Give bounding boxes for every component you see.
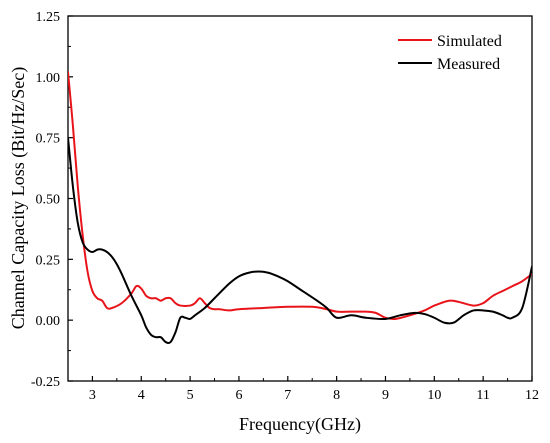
y-tick-label: -0.25 — [31, 375, 60, 390]
y-tick-label: 0.50 — [36, 193, 61, 208]
y-axis-title: Channel Capacity Loss (Bit/Hz/Sec) — [8, 67, 29, 329]
x-tick-label: 11 — [476, 388, 489, 403]
y-tick-label: 1.25 — [36, 10, 61, 25]
x-tick-label: 7 — [284, 388, 291, 403]
series-line-simulated — [68, 70, 532, 321]
x-tick-label: 12 — [525, 388, 539, 403]
series-lines — [68, 70, 532, 344]
legend: Simulated Measured — [398, 33, 502, 73]
x-axis: 3 4 5 6 7 8 9 10 11 12 — [67, 376, 539, 403]
series-line-measured — [68, 136, 532, 344]
y-tick-label: 0.25 — [36, 253, 61, 268]
x-axis-title: Frequency(GHz) — [239, 414, 361, 435]
x-tick-label: 8 — [333, 388, 340, 403]
x-tick-label: 5 — [187, 388, 194, 403]
y-tick-label: 0.00 — [36, 314, 61, 329]
x-tick-label: 3 — [89, 388, 96, 403]
y-axis: -0.25 0.00 0.25 0.50 0.75 1.00 1.25 — [31, 10, 73, 390]
x-tick-label: 10 — [427, 388, 441, 403]
x-tick-label: 4 — [138, 388, 145, 403]
y-tick-label: 1.00 — [36, 71, 61, 86]
x-tick-label: 6 — [235, 388, 242, 403]
legend-label-simulated: Simulated — [437, 33, 502, 50]
y-tick-label: 0.75 — [36, 132, 61, 147]
x-tick-label: 9 — [382, 388, 389, 403]
legend-label-measured: Measured — [437, 56, 500, 73]
